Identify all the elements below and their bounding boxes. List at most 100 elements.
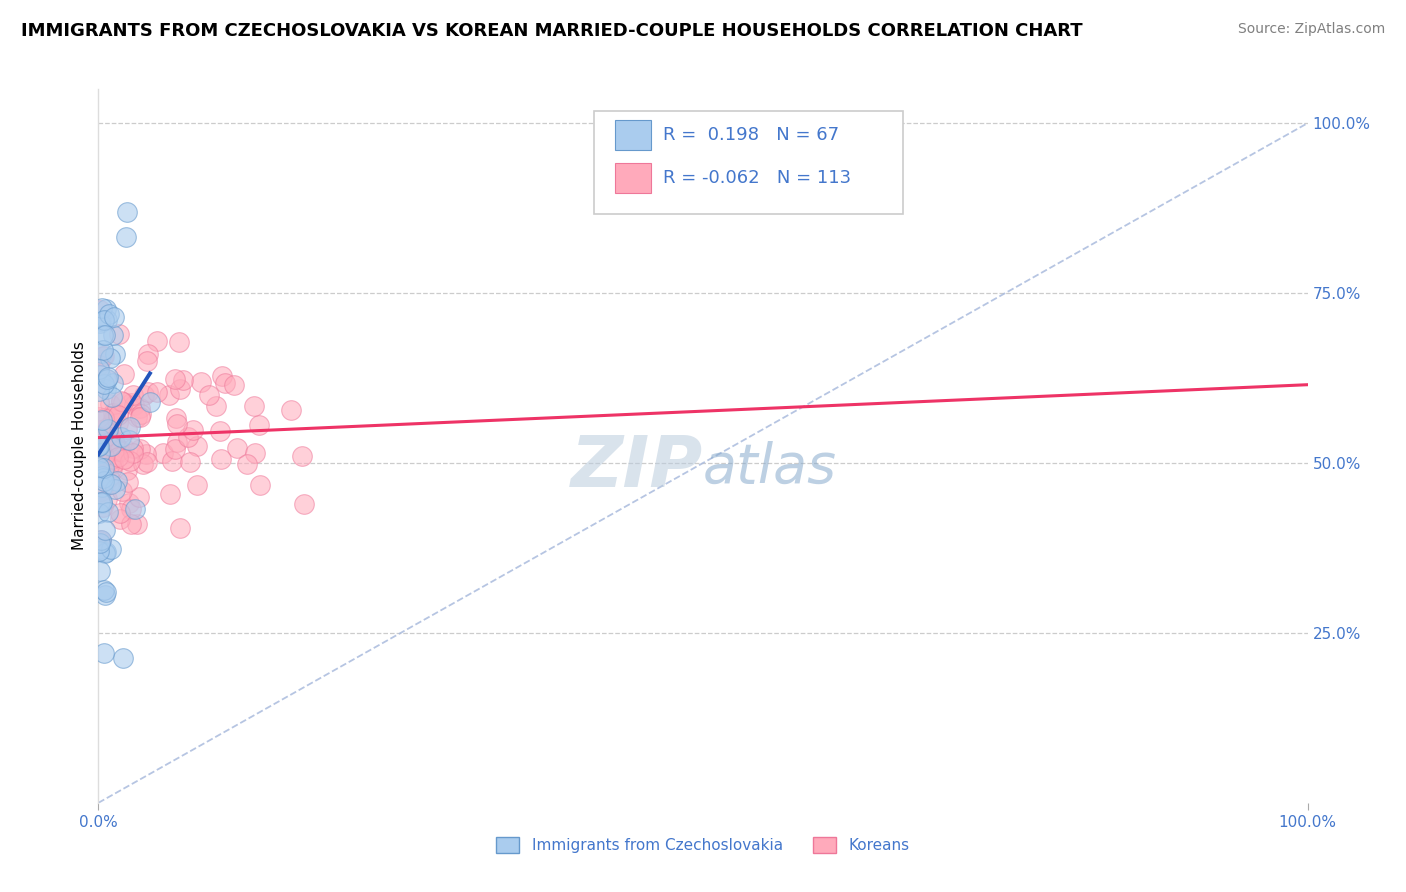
Point (172, 373, 194, 387)
Point (128, 409, 150, 424)
Point (89, 494, 111, 508)
Point (91, 469, 114, 483)
Point (169, 521, 191, 535)
Point (89, 464, 111, 478)
Point (120, 517, 142, 532)
Point (87, 431, 110, 445)
Point (104, 409, 127, 423)
Point (135, 447, 157, 461)
Point (93, 349, 115, 363)
Point (125, 516, 148, 531)
Point (87, 459, 110, 474)
Point (87, 542, 110, 557)
Point (134, 388, 156, 402)
Point (107, 409, 129, 423)
Point (128, 490, 150, 504)
Bar (614, 163, 651, 194)
Point (165, 410, 187, 425)
Point (103, 443, 125, 458)
Point (98, 476, 121, 491)
Point (247, 417, 270, 432)
Point (135, 455, 157, 469)
Point (97, 505, 120, 519)
Point (101, 457, 124, 471)
Point (292, 497, 315, 511)
Point (112, 395, 135, 409)
Point (214, 376, 236, 390)
Point (93, 461, 115, 475)
Point (104, 436, 127, 450)
Point (93, 474, 115, 488)
Point (124, 501, 146, 516)
Point (226, 441, 249, 455)
Point (118, 454, 141, 468)
Point (249, 477, 271, 491)
Point (93, 470, 115, 484)
Point (90, 346, 112, 360)
Point (177, 430, 200, 444)
Point (94, 327, 117, 342)
Point (87, 437, 110, 451)
Point (159, 487, 181, 501)
Point (118, 433, 141, 447)
Point (110, 430, 132, 444)
Point (205, 399, 228, 413)
Point (104, 347, 127, 361)
Point (90, 494, 112, 508)
Point (91, 343, 114, 357)
Point (243, 399, 266, 413)
Point (115, 230, 138, 244)
Legend: Immigrants from Czechoslovakia, Koreans: Immigrants from Czechoslovakia, Koreans (491, 831, 915, 859)
Point (93, 376, 115, 391)
Point (122, 446, 145, 460)
Point (101, 460, 124, 475)
Point (136, 354, 159, 368)
Text: Source: ZipAtlas.com: Source: ZipAtlas.com (1237, 22, 1385, 37)
Point (139, 395, 162, 409)
Text: IMMIGRANTS FROM CZECHOSLOVAKIA VS KOREAN MARRIED-COUPLE HOUSEHOLDS CORRELATION C: IMMIGRANTS FROM CZECHOSLOVAKIA VS KOREAN… (21, 22, 1083, 40)
Point (91, 480, 114, 494)
Point (87, 409, 110, 424)
Point (115, 463, 138, 477)
Point (97, 422, 120, 436)
Point (120, 502, 142, 516)
Point (96, 371, 118, 385)
Point (104, 437, 127, 451)
Point (167, 335, 190, 350)
Point (122, 388, 145, 402)
Point (101, 390, 124, 404)
Point (136, 384, 159, 399)
Point (96, 429, 118, 443)
Point (186, 439, 208, 453)
Point (97, 471, 120, 485)
Point (93, 411, 115, 425)
Point (89, 564, 111, 578)
Point (97, 458, 120, 473)
Point (166, 435, 188, 450)
Point (96, 491, 118, 506)
Point (160, 454, 183, 468)
Point (122, 441, 145, 455)
Point (91, 500, 114, 515)
Point (89, 536, 111, 550)
Point (90, 483, 112, 498)
Point (89, 303, 111, 318)
Point (103, 412, 125, 426)
Point (117, 204, 139, 219)
Point (165, 372, 187, 386)
Point (94, 382, 117, 396)
Point (94, 372, 117, 386)
Point (97, 420, 120, 434)
Point (105, 474, 128, 488)
Point (89, 533, 111, 548)
Point (89, 423, 111, 437)
Point (146, 385, 169, 400)
Point (94, 301, 117, 316)
Point (94, 585, 117, 599)
Point (93, 588, 115, 602)
Point (101, 406, 124, 420)
Point (132, 457, 155, 471)
Point (93, 327, 115, 342)
Point (222, 378, 245, 392)
Point (90, 412, 112, 426)
